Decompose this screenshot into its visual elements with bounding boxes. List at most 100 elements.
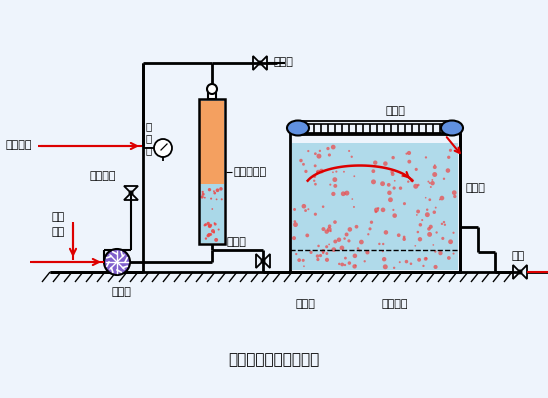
Circle shape [382,243,384,245]
Circle shape [419,223,422,226]
Circle shape [319,169,324,174]
Circle shape [353,175,355,177]
Circle shape [416,209,420,213]
Circle shape [208,224,210,227]
Circle shape [104,249,130,275]
Circle shape [453,195,456,198]
Circle shape [352,254,357,258]
Circle shape [331,145,335,149]
Circle shape [213,192,216,195]
Circle shape [329,183,332,186]
Circle shape [432,172,437,177]
Circle shape [303,265,305,267]
Circle shape [373,160,378,165]
Circle shape [204,197,206,199]
Circle shape [213,231,215,233]
Circle shape [293,208,296,211]
Circle shape [452,190,456,195]
Circle shape [313,179,316,182]
Circle shape [335,170,338,173]
Circle shape [418,237,422,242]
Circle shape [328,153,331,156]
Circle shape [210,197,212,200]
Circle shape [215,188,219,192]
Circle shape [425,212,430,217]
Circle shape [453,253,455,255]
Circle shape [258,61,262,65]
Circle shape [404,260,408,263]
Circle shape [410,262,412,265]
Circle shape [338,263,340,265]
Circle shape [357,247,359,250]
Circle shape [439,199,441,200]
Circle shape [352,264,357,269]
Circle shape [392,213,397,218]
Circle shape [214,238,218,242]
Circle shape [212,208,213,210]
Text: 空气进入: 空气进入 [5,140,31,150]
Circle shape [344,191,350,195]
Circle shape [213,190,215,192]
Circle shape [436,231,438,234]
Circle shape [407,160,411,164]
Circle shape [207,234,210,237]
Circle shape [355,225,358,228]
Circle shape [447,156,450,159]
Circle shape [435,207,437,209]
Circle shape [314,213,317,216]
Circle shape [208,188,211,191]
Circle shape [378,243,380,245]
Circle shape [203,224,206,226]
Circle shape [380,181,385,186]
Circle shape [447,256,451,260]
Circle shape [394,180,396,181]
Circle shape [368,227,372,230]
Circle shape [337,238,341,242]
Circle shape [432,244,434,246]
Circle shape [387,183,391,187]
Circle shape [366,250,369,254]
Circle shape [340,246,344,250]
Circle shape [403,202,406,205]
Circle shape [383,161,387,166]
Circle shape [424,257,427,261]
Circle shape [304,170,307,173]
Bar [200,101,224,184]
Circle shape [344,264,346,266]
Circle shape [347,261,351,265]
Text: 放气阀: 放气阀 [274,57,294,67]
Circle shape [374,207,379,213]
Circle shape [314,183,317,185]
Circle shape [427,181,430,183]
Circle shape [316,254,319,258]
Circle shape [332,172,334,173]
Circle shape [382,257,386,261]
Circle shape [433,265,438,269]
Circle shape [316,154,322,159]
Circle shape [438,251,443,255]
Circle shape [402,238,406,241]
Circle shape [434,250,437,253]
Bar [208,89,216,99]
Circle shape [299,159,302,162]
Circle shape [367,233,369,235]
Circle shape [316,171,318,173]
Circle shape [325,245,328,248]
Text: 气浮池: 气浮池 [465,183,485,193]
Circle shape [363,260,366,262]
Circle shape [201,195,204,199]
Circle shape [393,267,395,269]
Circle shape [407,151,411,155]
Text: 减压阀: 减压阀 [226,237,246,247]
Circle shape [301,204,306,209]
Circle shape [343,171,345,173]
Circle shape [204,223,207,226]
Circle shape [331,192,335,196]
Circle shape [415,168,418,171]
Circle shape [208,224,212,228]
Circle shape [293,222,298,227]
Circle shape [417,258,421,262]
Circle shape [207,222,210,225]
Text: 集水系统: 集水系统 [382,299,408,309]
Circle shape [427,232,432,237]
